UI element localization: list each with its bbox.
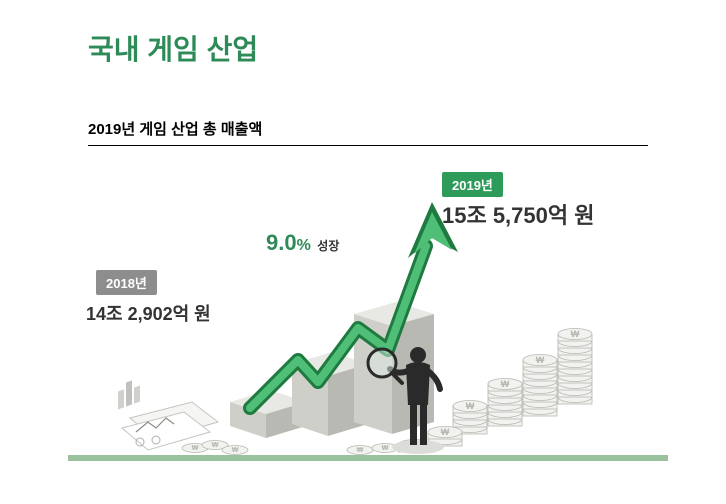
subtitle: 2019년 게임 산업 총 매출액 [88, 118, 648, 146]
year-2019-value: 15조 5,750억 원 [442, 198, 594, 230]
baseline-bar [68, 455, 668, 461]
page-title: 국내 게임 산업 [88, 28, 258, 68]
growth-label: 9.0% 성장 [266, 230, 339, 256]
growth-percent: 9.0 [266, 230, 297, 255]
svg-text:₩: ₩ [571, 329, 580, 339]
svg-text:₩: ₩ [466, 401, 475, 411]
svg-text:₩: ₩ [232, 447, 239, 454]
growth-word: 성장 [317, 239, 339, 253]
svg-text:₩: ₩ [382, 445, 389, 452]
year-2018-badge: 2018년 [96, 270, 157, 295]
growth-percent-sign: % [297, 237, 311, 254]
year-2018-value: 14조 2,902억 원 [86, 300, 211, 326]
report-icon [118, 380, 218, 450]
svg-text:₩: ₩ [212, 442, 219, 449]
svg-text:₩: ₩ [192, 445, 199, 452]
svg-text:₩: ₩ [501, 379, 510, 389]
svg-text:₩: ₩ [536, 355, 545, 365]
subtitle-container: 2019년 게임 산업 총 매출액 [88, 118, 648, 146]
year-2019-badge: 2019년 [442, 172, 503, 197]
svg-text:₩: ₩ [357, 447, 364, 454]
svg-text:₩: ₩ [441, 427, 450, 437]
loose-coins: ₩ ₩ ₩ ₩ ₩ [182, 441, 398, 455]
